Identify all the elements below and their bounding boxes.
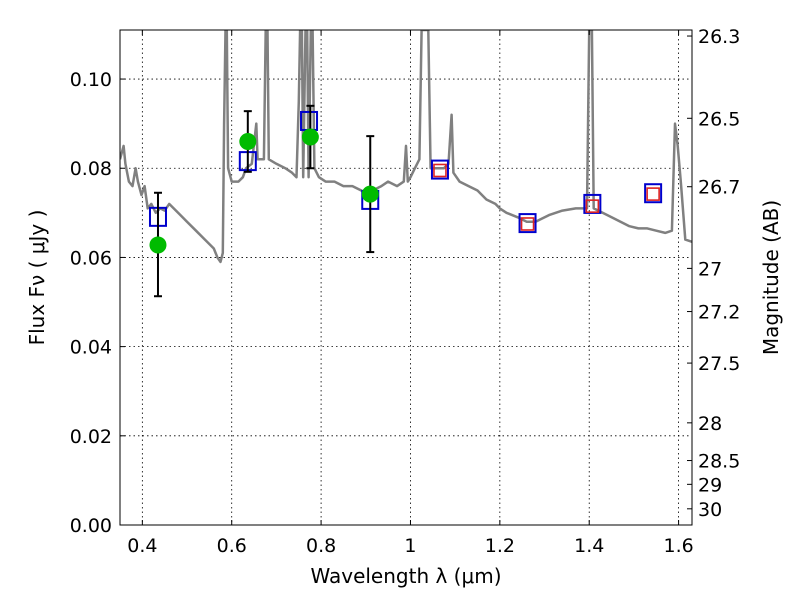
y-tick-label: 0.04	[70, 337, 112, 359]
right-y-tick-label: 28	[698, 413, 722, 435]
x-tick-label: 0.4	[127, 535, 157, 557]
y-tick-label: 0.06	[70, 247, 112, 269]
right-y-tick-label: 30	[698, 499, 722, 521]
red-square-marker	[433, 163, 447, 178]
right-y-tick-label: 26.7	[698, 177, 740, 199]
red-square-marker	[520, 217, 535, 231]
right-y-tick-label: 27.2	[698, 302, 740, 324]
right-y-tick-label: 28.5	[698, 451, 740, 473]
right-y-tick-label: 26.3	[698, 26, 740, 48]
blue-square-marker	[644, 183, 663, 204]
green-circle-marker	[301, 128, 319, 146]
x-tick-label: 0.8	[306, 535, 336, 557]
right-y-axis-label: Magnitude (AB)	[759, 200, 783, 355]
right-y-tick-label: 27.5	[698, 353, 740, 375]
plot-frame	[119, 29, 693, 526]
red-square-marker	[585, 199, 600, 213]
x-tick-label: 1.4	[574, 535, 604, 557]
y-tick-label: 0.02	[70, 426, 112, 448]
model-spectrum	[120, 30, 692, 264]
x-tick-label: 0.6	[217, 535, 247, 557]
y-axis-label: Flux Fν ( μJy )	[25, 210, 49, 346]
y-tick-label: 0.08	[70, 158, 112, 180]
right-y-tick-label: 26.5	[698, 108, 740, 130]
x-tick-label: 1.6	[663, 535, 693, 557]
green-circle-marker	[239, 132, 257, 150]
grid	[120, 30, 692, 526]
y-tick-label: 0.00	[70, 515, 112, 537]
photometry-points	[148, 104, 663, 298]
green-circle-marker	[149, 236, 167, 254]
x-tick-label: 1	[404, 535, 416, 557]
x-axis-label: Wavelength λ (μm)	[310, 564, 501, 588]
green-circle-marker	[361, 185, 379, 203]
right-y-tick-label: 27	[698, 258, 722, 280]
blue-square-marker	[518, 213, 537, 234]
axis-ticks: 0.4 0.6 0.8 1 1.2 1.4 1.6 0.00 0.02 0.04 0.06 0.08 0…	[70, 26, 741, 557]
x-tick-label: 1.2	[485, 535, 515, 557]
red-square-marker	[646, 187, 660, 201]
spectrum-line	[120, 30, 692, 264]
right-y-tick-label: 29	[698, 474, 722, 496]
y-tick-label: 0.10	[70, 69, 112, 91]
blue-square-marker	[430, 159, 449, 180]
